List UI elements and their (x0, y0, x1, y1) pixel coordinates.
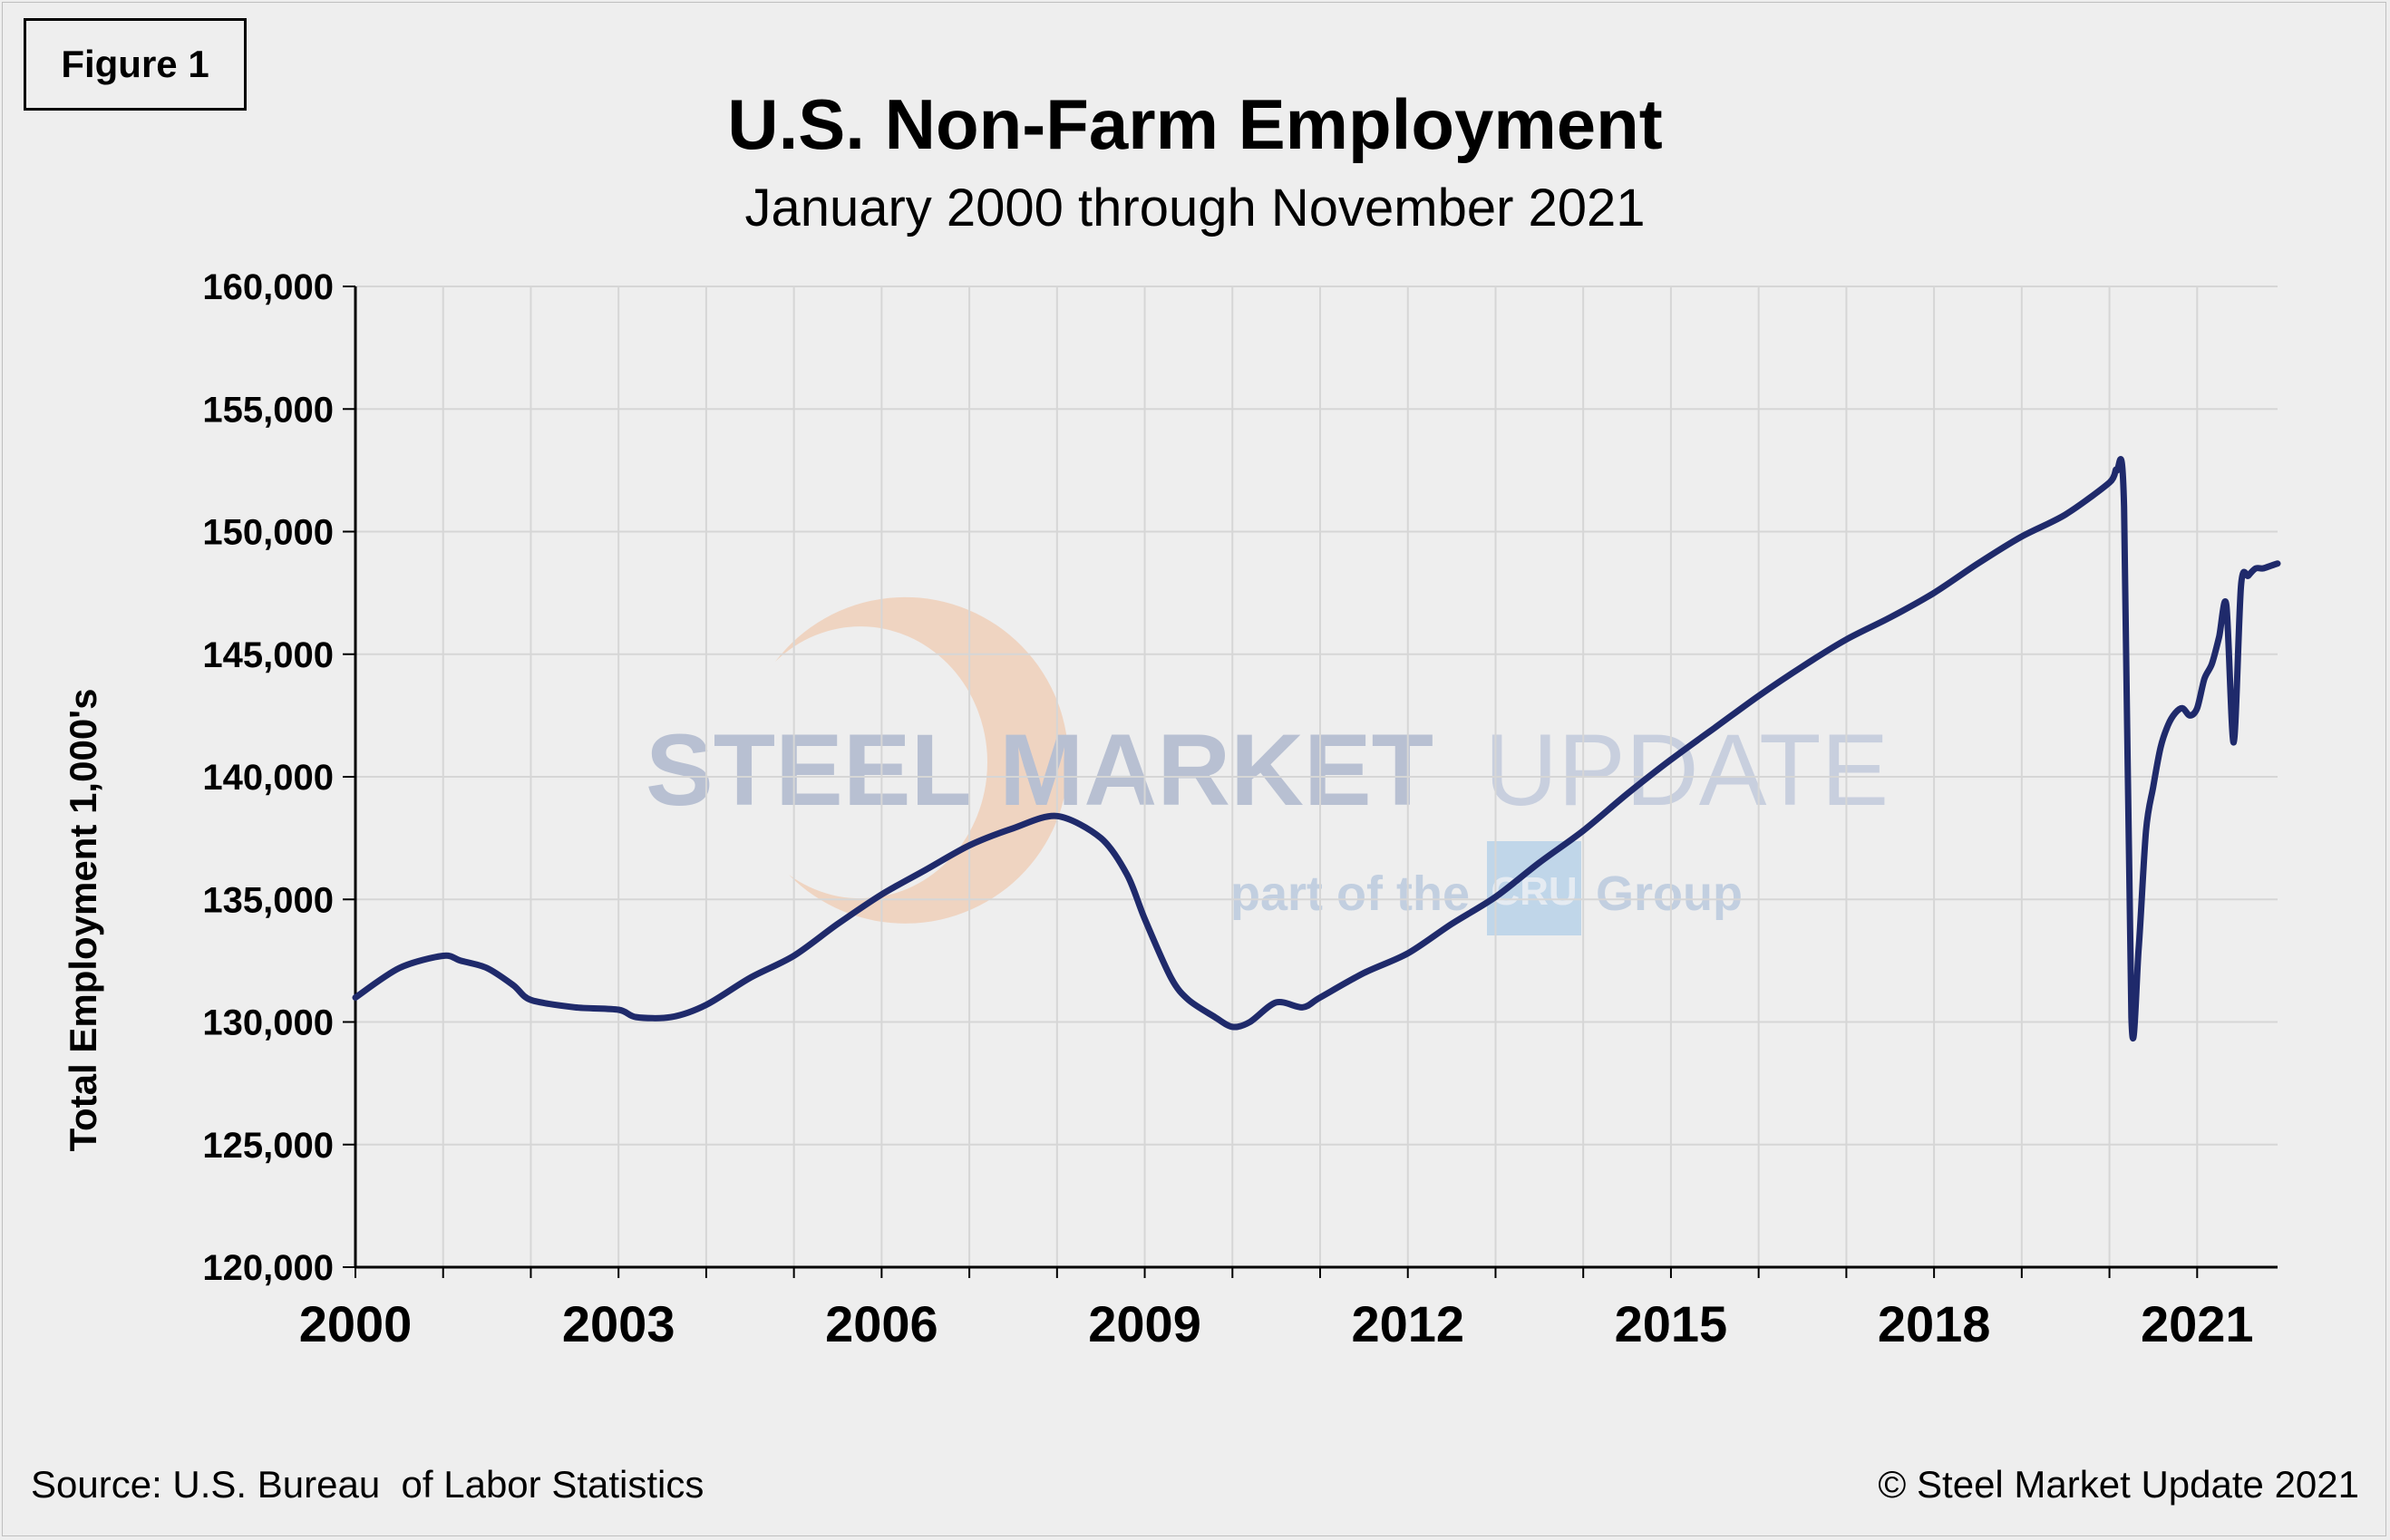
source-text: Source: U.S. Bureau of Labor Statistics (31, 1463, 704, 1506)
y-tick-label: 155,000 (202, 390, 334, 430)
watermark-swoosh (775, 596, 1069, 924)
figure-label: Figure 1 (24, 18, 247, 111)
y-tick-label: 160,000 (202, 267, 334, 307)
grid (355, 286, 2278, 1267)
watermark-brand-bold: STEEL MARKET (646, 713, 1433, 827)
x-tick-label: 2018 (1878, 1295, 1991, 1352)
watermark-tagline-left: part of the (1230, 867, 1470, 921)
x-tick-label: 2003 (562, 1295, 675, 1352)
y-tick-label: 130,000 (202, 1003, 334, 1043)
y-tick-label: 140,000 (202, 758, 334, 798)
chart-title: U.S. Non-Farm Employment (727, 84, 1663, 164)
x-tick-label: 2015 (1615, 1295, 1728, 1352)
x-tick-label: 2006 (825, 1295, 938, 1352)
y-tick-label: 120,000 (202, 1248, 334, 1288)
y-tick-label: 145,000 (202, 635, 334, 675)
chart-subtitle: January 2000 through November 2021 (744, 179, 1646, 237)
x-tick-label: 2000 (299, 1295, 413, 1352)
watermark-tagline-right: Group (1596, 867, 1743, 921)
axes (343, 286, 2278, 1278)
series (352, 456, 2281, 1041)
y-tick-label: 135,000 (202, 880, 334, 920)
y-tick-label: 150,000 (202, 513, 334, 553)
x-tick-label: 2021 (2141, 1295, 2254, 1352)
y-tick-label: 125,000 (202, 1126, 334, 1166)
watermark: STEEL MARKET UPDATE part of the CRU Grou… (646, 596, 1889, 935)
watermark-brand-light: UPDATE (1484, 713, 1889, 827)
x-tick-label: 2012 (1351, 1295, 1464, 1352)
y-axis-label: Total Employment 1,000's (62, 688, 104, 1151)
svg-text:STEEL MARKET UPDATE: STEEL MARKET UPDATE (646, 713, 1889, 827)
tick-labels: 120,000 125,000 130,000 135,000 140,000 145,0… (202, 267, 2253, 1352)
x-tick-label: 2009 (1088, 1295, 1201, 1352)
series-line-employment (352, 456, 2281, 1041)
copyright-text: © Steel Market Update 2021 (1878, 1463, 2359, 1506)
